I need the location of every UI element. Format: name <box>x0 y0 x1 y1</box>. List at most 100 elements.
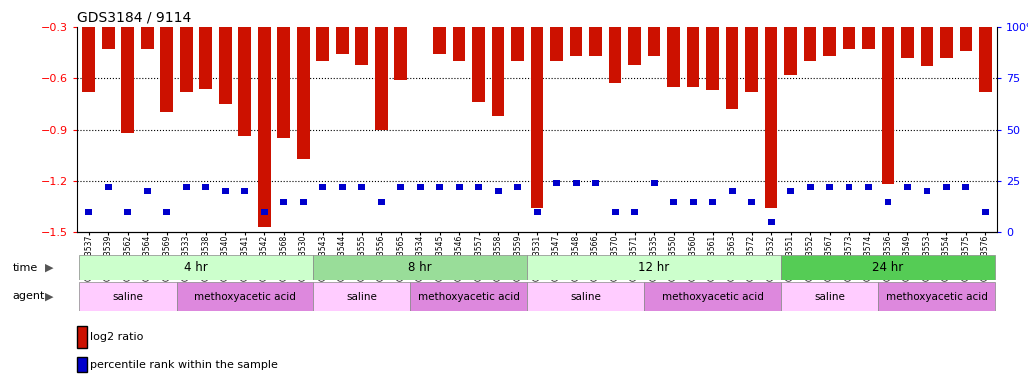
Bar <box>124 209 132 215</box>
Bar <box>397 184 404 190</box>
Bar <box>163 209 171 215</box>
Bar <box>804 27 816 61</box>
Bar <box>648 27 660 56</box>
Bar <box>670 199 677 205</box>
Bar <box>183 184 190 190</box>
Text: time: time <box>12 263 38 273</box>
Text: 24 hr: 24 hr <box>873 262 904 274</box>
Bar <box>651 180 658 186</box>
Bar <box>313 255 527 280</box>
Bar <box>434 27 446 54</box>
Bar <box>729 188 736 194</box>
Bar <box>527 282 645 311</box>
Bar <box>313 282 410 311</box>
Bar <box>436 184 443 190</box>
Bar <box>85 209 93 215</box>
Text: ▶: ▶ <box>45 263 53 273</box>
Text: agent: agent <box>12 291 44 301</box>
Bar <box>609 27 622 83</box>
Bar <box>160 27 173 113</box>
Bar <box>102 27 115 49</box>
Bar <box>199 27 212 89</box>
Bar <box>687 27 699 87</box>
Bar <box>878 282 995 311</box>
Bar <box>959 27 972 51</box>
Bar <box>573 180 580 186</box>
Bar <box>904 184 911 190</box>
Bar <box>356 27 368 65</box>
Bar <box>242 188 248 194</box>
Bar <box>494 188 502 194</box>
Bar <box>921 27 933 66</box>
Bar <box>455 184 463 190</box>
Bar <box>144 188 151 194</box>
Bar <box>300 199 306 205</box>
Bar <box>645 282 781 311</box>
Bar <box>410 282 527 311</box>
Bar <box>261 209 267 215</box>
Text: ▶: ▶ <box>45 291 53 301</box>
Bar <box>941 27 953 58</box>
Bar <box>121 27 134 133</box>
Bar <box>258 27 270 227</box>
Bar <box>534 209 541 215</box>
Bar <box>527 255 781 280</box>
Bar <box>846 184 852 190</box>
Bar <box>475 184 482 190</box>
Bar <box>395 27 407 80</box>
Bar <box>375 27 388 130</box>
Text: 12 hr: 12 hr <box>638 262 669 274</box>
Bar <box>570 27 583 56</box>
Bar <box>612 209 619 215</box>
Text: methoxyacetic acid: methoxyacetic acid <box>194 291 296 302</box>
Text: GDS3184 / 9114: GDS3184 / 9114 <box>77 10 191 24</box>
Bar <box>768 219 774 225</box>
Bar <box>979 27 992 92</box>
Text: methoxyacetic acid: methoxyacetic acid <box>886 291 988 302</box>
Bar <box>787 188 794 194</box>
Bar <box>589 27 602 56</box>
Bar <box>338 184 345 190</box>
Bar <box>416 184 424 190</box>
Bar <box>320 184 326 190</box>
Bar <box>592 180 599 186</box>
Bar <box>79 282 177 311</box>
Text: 8 hr: 8 hr <box>408 262 432 274</box>
Bar <box>514 184 521 190</box>
Bar <box>784 27 797 75</box>
Bar <box>297 27 309 159</box>
Bar <box>982 209 989 215</box>
Bar <box>530 27 544 209</box>
Bar <box>141 27 153 49</box>
Bar <box>511 27 524 61</box>
Bar <box>748 199 755 205</box>
Bar <box>706 27 719 90</box>
Text: saline: saline <box>346 291 377 302</box>
Bar <box>631 209 638 215</box>
Bar <box>281 199 287 205</box>
Text: saline: saline <box>112 291 143 302</box>
Bar <box>550 27 563 61</box>
Bar <box>884 199 891 205</box>
Bar <box>923 188 930 194</box>
Bar <box>278 27 290 138</box>
Text: methoxyacetic acid: methoxyacetic acid <box>662 291 764 302</box>
Bar <box>452 27 466 61</box>
Bar <box>882 27 894 184</box>
Bar <box>827 184 833 190</box>
Bar <box>745 27 758 92</box>
Bar <box>82 27 96 92</box>
Bar <box>491 27 505 116</box>
Text: saline: saline <box>571 291 601 302</box>
Bar <box>781 282 878 311</box>
Bar <box>628 27 640 65</box>
Bar <box>180 27 192 92</box>
Bar <box>553 180 560 186</box>
Bar <box>79 255 313 280</box>
Bar <box>781 255 995 280</box>
Bar <box>943 184 950 190</box>
Bar <box>238 27 251 136</box>
Bar <box>726 27 738 109</box>
Bar <box>203 184 210 190</box>
Bar <box>843 27 855 49</box>
